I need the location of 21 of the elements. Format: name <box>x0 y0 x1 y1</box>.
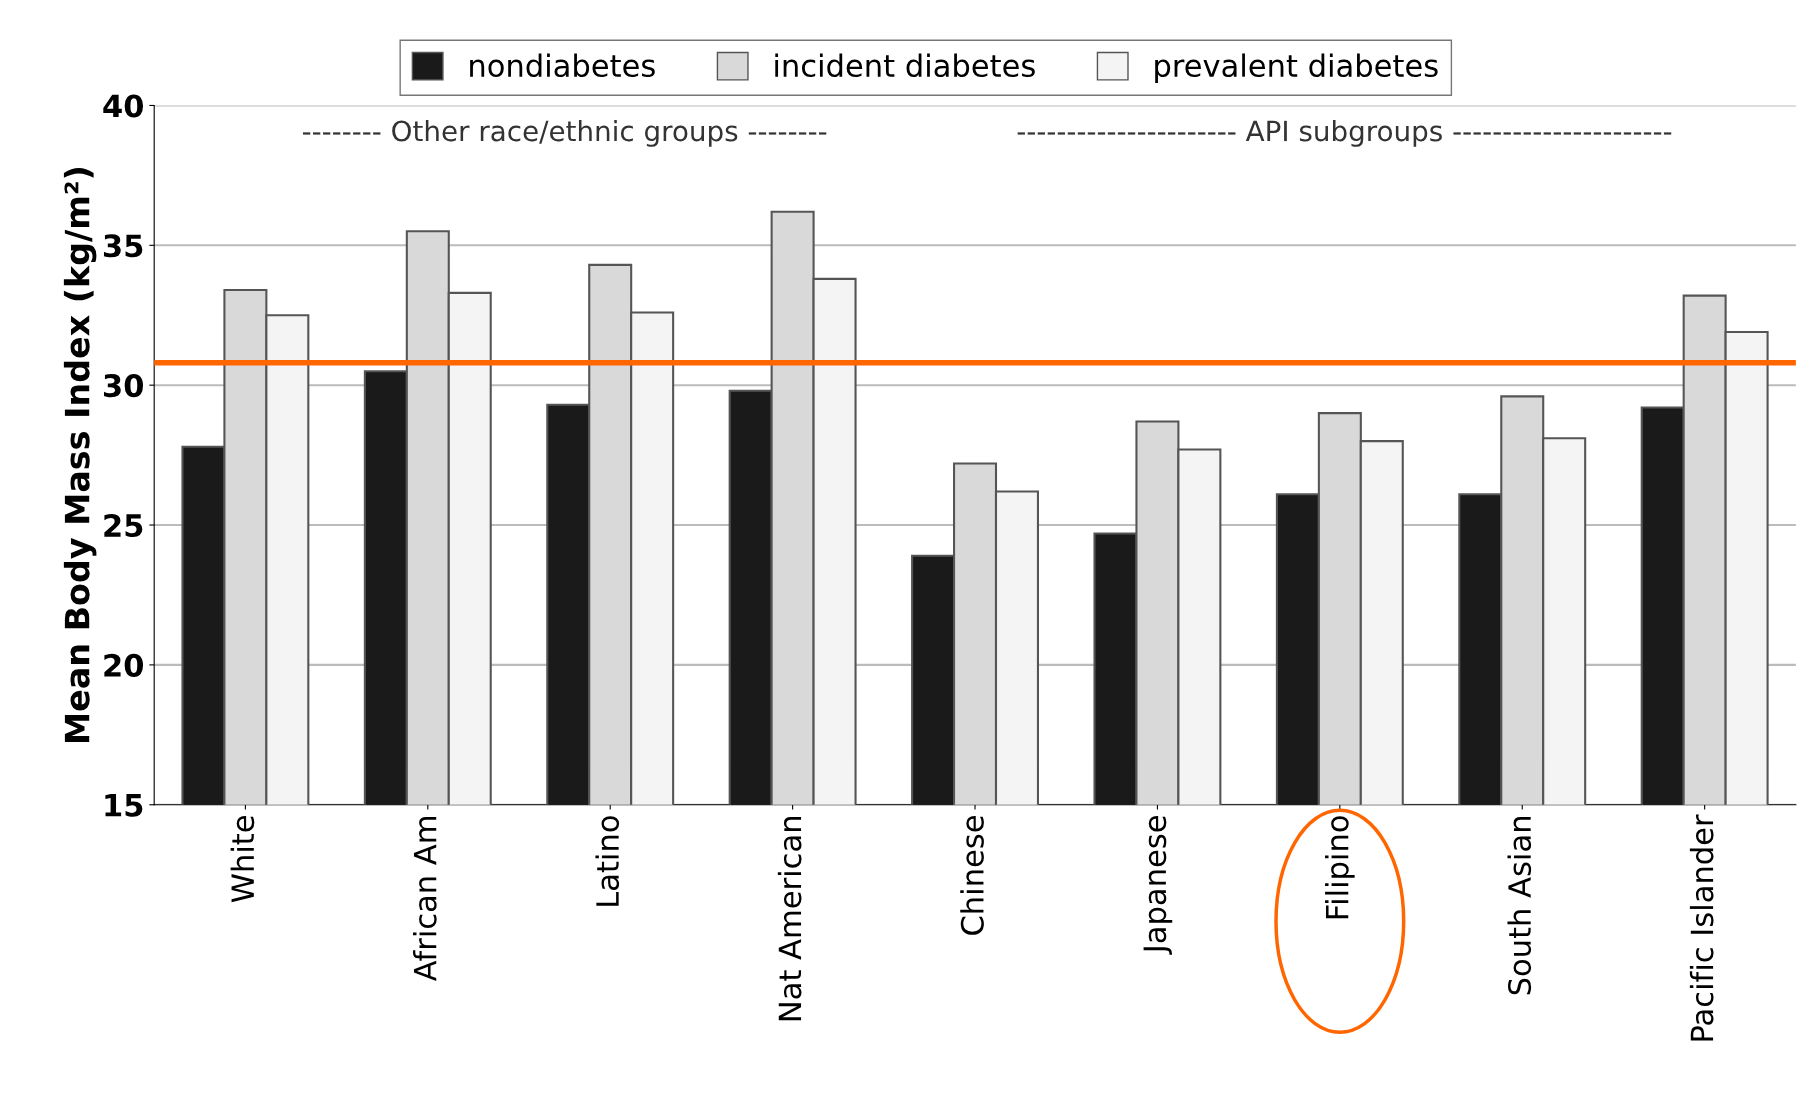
x-tick-label: Filipino <box>1325 816 1355 919</box>
x-tick-label: White <box>230 816 255 903</box>
y-tick-label: 35 <box>103 234 143 258</box>
x-tick-label: South Asian <box>1507 817 1532 995</box>
annotation: ---------------------- API subgroups ---------------------- <box>1017 119 1672 147</box>
y-tick-label: 40 <box>103 94 144 118</box>
y-tick-label: 30 <box>103 374 144 398</box>
y-tick-label: 25 <box>104 513 143 538</box>
y-tick-label: 20 <box>104 653 144 677</box>
y-axis-title: Mean Body Mass Index (kg/m²) <box>63 168 97 742</box>
x-tick-label: African Am <box>413 817 437 982</box>
x-tick-label: Nat American <box>777 817 802 1021</box>
x-tick-label: Latino <box>595 816 620 906</box>
legend-label: incident diabetes <box>775 53 1035 78</box>
legend-label: nondiabetes <box>470 53 655 78</box>
y-tick-label: 15 <box>105 794 143 817</box>
annotation: -------- Other race/ethnic groups -------- <box>302 119 827 147</box>
x-tick-label: Chinese <box>960 816 984 935</box>
x-tick-label: Japanese <box>1143 816 1173 955</box>
legend-label: prevalent diabetes <box>1155 53 1438 84</box>
x-tick-label: Pacific Islander <box>1689 814 1714 1041</box>
